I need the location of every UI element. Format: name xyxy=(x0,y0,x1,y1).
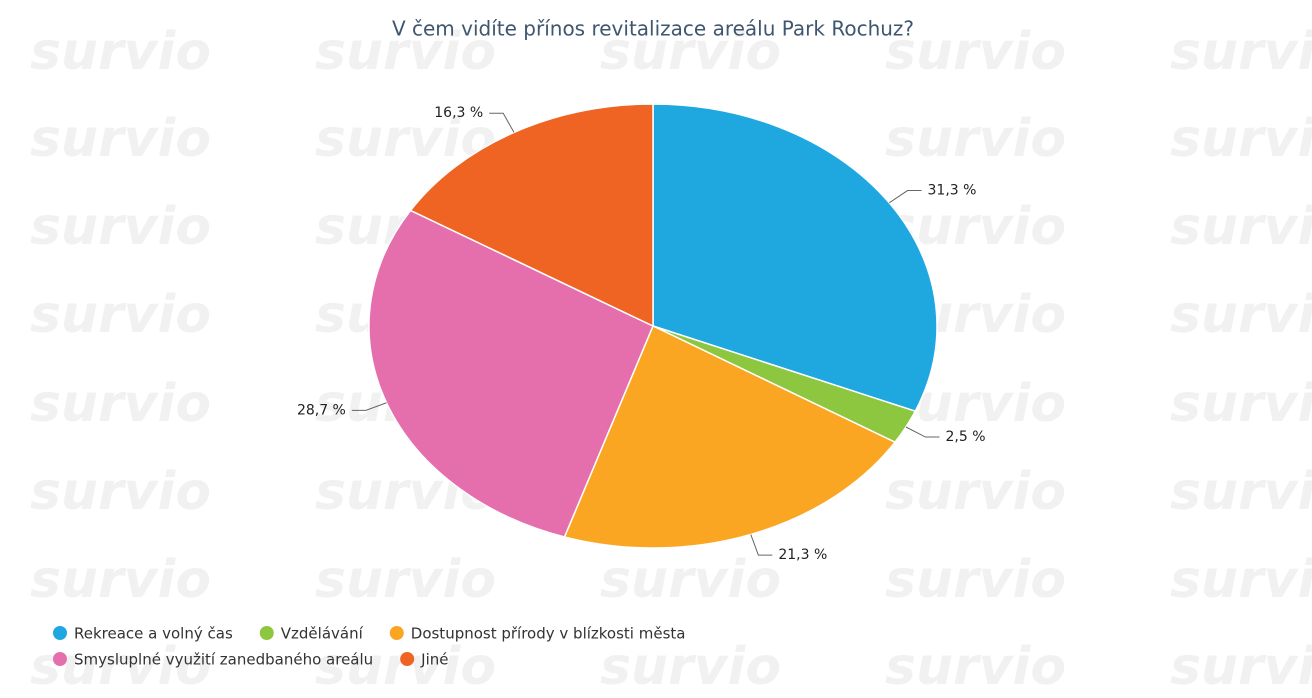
legend-swatch xyxy=(389,626,404,640)
leader-line xyxy=(351,402,387,411)
watermark: survio xyxy=(1170,462,1312,522)
chart-title: V čem vidíte přínos revitalizace areálu … xyxy=(392,17,914,41)
legend-item: Vzdělávání xyxy=(259,625,364,643)
watermark: survio xyxy=(30,374,211,434)
pie-slice xyxy=(563,324,897,549)
watermark: survio xyxy=(1170,550,1312,610)
watermark: survio xyxy=(885,637,1066,697)
legend-swatch xyxy=(400,652,415,666)
watermark: survio xyxy=(1170,374,1312,434)
watermark: survio xyxy=(315,550,496,610)
data-label: 21,3 % xyxy=(778,547,827,563)
legend-swatch xyxy=(53,652,67,666)
watermark: survio xyxy=(30,197,211,257)
leader-line xyxy=(750,534,773,556)
watermark: survio xyxy=(315,22,496,82)
data-label: 31,3 % xyxy=(928,183,977,199)
legend-label: Dostupnost přírody v blízkosti města xyxy=(411,625,686,643)
watermark: survio xyxy=(1170,22,1312,82)
legend-label: Vzdělávání xyxy=(281,625,364,643)
pie: 31,3 % 2,5 % 21,3 % 28,7 % 16,3 % xyxy=(297,103,986,563)
watermark: survio xyxy=(30,22,211,82)
watermark: survio xyxy=(1170,109,1312,169)
pie-slice xyxy=(368,209,654,538)
legend-label: Jiné xyxy=(420,651,448,669)
watermark: survio xyxy=(315,637,496,697)
legend-item: Rekreace a volný čas xyxy=(53,625,233,643)
watermark: survio xyxy=(30,462,211,522)
pie-slice xyxy=(409,103,654,328)
legend-label: Smysluplné využití zanedbaného areálu xyxy=(74,651,373,669)
watermark: survio xyxy=(885,22,1066,82)
watermark: survio xyxy=(30,550,211,610)
watermark: survio xyxy=(1170,285,1312,345)
leader-line xyxy=(888,190,922,204)
legend-item: Jiné xyxy=(400,651,449,669)
watermark: survio xyxy=(1170,637,1312,697)
leader-line xyxy=(905,426,940,438)
legend-item: Dostupnost přírody v blízkosti města xyxy=(389,625,686,643)
watermark: survio xyxy=(885,462,1066,522)
data-label: 16,3 % xyxy=(434,105,483,121)
watermark: survio xyxy=(30,637,211,697)
watermark: survio xyxy=(30,285,211,345)
watermark: survio xyxy=(600,550,781,610)
watermark: survio xyxy=(885,109,1066,169)
watermark: survio xyxy=(600,22,781,82)
watermark: survio xyxy=(1170,197,1312,257)
legend-swatch xyxy=(259,626,274,640)
watermark: survio xyxy=(885,550,1066,610)
legend-label: Rekreace a volný čas xyxy=(74,625,233,643)
legend: Rekreace a volný čas Vzdělávání Dostupnost… xyxy=(53,625,685,669)
watermark: survio xyxy=(600,637,781,697)
watermark: survio xyxy=(30,109,211,169)
data-label: 28,7 % xyxy=(297,402,346,418)
legend-item: Smysluplné využití zanedbaného areálu xyxy=(53,651,373,669)
data-label: 2,5 % xyxy=(945,429,985,445)
leader-line xyxy=(489,112,515,133)
legend-swatch xyxy=(53,626,67,640)
